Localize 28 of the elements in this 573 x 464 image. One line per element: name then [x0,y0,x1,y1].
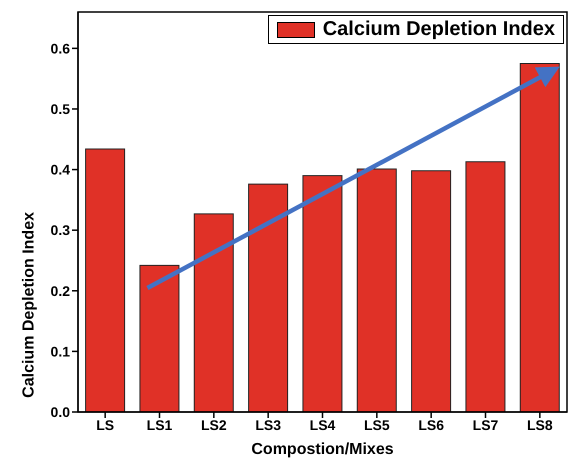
bar [194,213,234,412]
x-tick-label: LS4 [310,416,336,433]
x-tick-label: LS8 [526,416,553,433]
bar [411,170,452,412]
bar [85,148,126,412]
x-tick-label: LS5 [364,416,390,433]
x-tick-label: LS1 [146,416,173,433]
bar [302,175,342,412]
y-tick-label: 0.3 [50,222,70,238]
y-tick-label: 0.6 [50,40,70,56]
y-tick-label: 0.1 [50,343,70,360]
bar [139,264,180,412]
bar [465,161,506,412]
bar [248,184,288,412]
bar [520,63,560,412]
y-axis-title: Calcium Depletion Index [20,212,38,398]
y-tick-label: 0.0 [50,404,70,420]
y-tick-label: 0.2 [50,282,70,299]
x-tick-label: LS7 [472,416,499,433]
x-tick-label: LS2 [200,416,227,433]
legend-label: Calcium Depletion Index [322,18,555,41]
x-tick-label: LS3 [255,416,282,433]
x-tick-label: LS6 [418,416,444,433]
bar [356,168,397,412]
x-tick-label: LS [96,416,114,433]
x-axis-title: Compostion/Mixes [251,441,394,458]
y-tick-label: 0.4 [50,162,70,178]
y-tick-label: 0.5 [50,100,70,117]
